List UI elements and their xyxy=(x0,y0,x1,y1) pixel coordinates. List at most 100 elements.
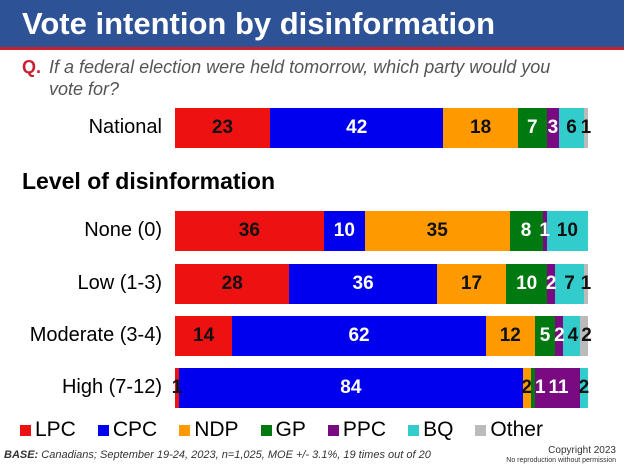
bar-segment-gp xyxy=(530,368,535,408)
subheading: Level of disinformation xyxy=(22,168,276,194)
base-text: Canadians; September 19-24, 2023, n=1,02… xyxy=(38,449,431,461)
bar-segment-gp xyxy=(517,108,547,148)
legend-item: LPC xyxy=(20,418,76,442)
bar-segment-lpc xyxy=(175,264,290,304)
data-label: 2 xyxy=(521,377,532,398)
bar-segment-other xyxy=(583,264,588,304)
bar-segment-other xyxy=(579,316,588,356)
legend-swatch xyxy=(260,424,272,436)
header-bar: Vote intention by disinformation xyxy=(0,0,624,50)
bar-segment-ppc xyxy=(542,211,547,251)
legend-item: BQ xyxy=(408,418,453,442)
legend-label: PPC xyxy=(342,418,387,441)
bar-segment-ndp xyxy=(522,368,531,408)
legend-item: GP xyxy=(260,418,306,442)
data-label: 2 xyxy=(545,273,557,294)
row-label: Low (1-3) xyxy=(77,272,162,294)
base-note: BASE: Canadians; September 19-24, 2023, … xyxy=(4,449,431,461)
legend-swatch xyxy=(408,424,420,436)
question-text: If a federal election were held tomorrow… xyxy=(49,57,551,99)
bar-segment-gp xyxy=(506,264,548,304)
data-label: 62 xyxy=(348,325,370,346)
base-label: BASE: xyxy=(4,449,39,461)
data-label: 2 xyxy=(578,377,590,398)
bar-segment-ppc xyxy=(555,316,564,356)
bar-segment-ppc xyxy=(547,264,556,304)
bar-segment-ppc xyxy=(546,108,560,148)
bar-segment-lpc xyxy=(175,316,233,356)
bar-segment-cpc xyxy=(179,368,523,408)
data-label: 2 xyxy=(581,325,592,346)
legend-label: Other xyxy=(490,418,543,441)
data-label: 18 xyxy=(470,117,492,138)
data-label: 12 xyxy=(499,325,521,346)
legend-item: CPC xyxy=(97,418,158,442)
data-label: 1 xyxy=(580,273,592,294)
bar-segment-lpc xyxy=(175,368,180,408)
bar-segment-bq xyxy=(563,316,580,356)
data-label: 84 xyxy=(340,377,362,398)
data-label: 7 xyxy=(564,273,575,294)
legend-swatch xyxy=(97,424,109,436)
bar-segment-lpc xyxy=(175,211,324,251)
data-label: 10 xyxy=(516,273,538,294)
row-label: High (7-12) xyxy=(61,376,162,398)
copyright-text: Copyright 2023 xyxy=(548,445,616,456)
data-label: 11 xyxy=(548,377,569,398)
legend-label: LPC xyxy=(35,418,76,441)
data-label: 10 xyxy=(556,220,578,241)
data-label: 7 xyxy=(526,117,538,138)
legend-label: BQ xyxy=(423,418,454,441)
data-label: 4 xyxy=(567,325,579,346)
page-title: Vote intention by disinformation xyxy=(22,6,496,41)
data-label: 1 xyxy=(580,117,592,138)
data-label: 1 xyxy=(534,377,546,398)
data-label: 36 xyxy=(238,220,260,241)
bar-segment-gp xyxy=(509,211,543,251)
bar-segment-ndp xyxy=(485,316,535,356)
bar-segment-bq xyxy=(555,264,584,304)
data-label: 14 xyxy=(193,325,215,346)
bar-segment-lpc xyxy=(175,108,270,148)
bar-segment-ppc xyxy=(534,368,580,408)
data-label: 17 xyxy=(460,273,483,294)
data-label: 35 xyxy=(426,220,448,241)
row-label: Moderate (3-4) xyxy=(29,324,162,346)
data-label: 1 xyxy=(171,377,183,398)
data-label: 2 xyxy=(554,325,565,346)
legend-swatch xyxy=(475,424,487,436)
copyright: Copyright 2023 No reproduction without pe… xyxy=(506,446,616,466)
row-label: None (0) xyxy=(84,219,162,241)
bar-segment-other xyxy=(583,108,588,148)
data-label: 23 xyxy=(211,117,234,138)
legend: LPC CPC NDP GP PPC BQ Other xyxy=(20,418,543,442)
copyright-notice: No reproduction without permission xyxy=(506,457,616,464)
data-label: 3 xyxy=(547,117,559,138)
data-label: 42 xyxy=(346,117,368,138)
data-label: 8 xyxy=(520,220,532,241)
legend-label: GP xyxy=(275,418,306,441)
data-label: 28 xyxy=(221,273,243,294)
data-label: 36 xyxy=(352,273,374,294)
bar-segment-ndp xyxy=(443,108,518,148)
question: Q. If a federal election were held tomorr… xyxy=(22,56,612,100)
data-label: 6 xyxy=(566,117,577,138)
legend-swatch xyxy=(179,424,191,436)
legend-item: Other xyxy=(475,418,543,442)
bar-segment-bq xyxy=(559,108,584,148)
bar-segment-cpc xyxy=(232,316,486,356)
legend-label: NDP xyxy=(194,418,239,441)
legend-label: CPC xyxy=(112,418,158,441)
bar-segment-cpc xyxy=(289,264,437,304)
legend-item: NDP xyxy=(179,418,239,442)
bar-segment-cpc xyxy=(269,108,444,148)
row-label: National xyxy=(88,116,162,138)
question-label: Q. xyxy=(22,57,42,77)
data-label: 1 xyxy=(539,220,550,241)
bar-segment-ndp xyxy=(436,264,507,304)
legend-swatch xyxy=(20,424,31,436)
data-label: 5 xyxy=(539,325,551,346)
bar-segment-gp xyxy=(534,316,556,356)
data-label: 10 xyxy=(333,220,355,241)
legend-swatch xyxy=(327,424,339,436)
